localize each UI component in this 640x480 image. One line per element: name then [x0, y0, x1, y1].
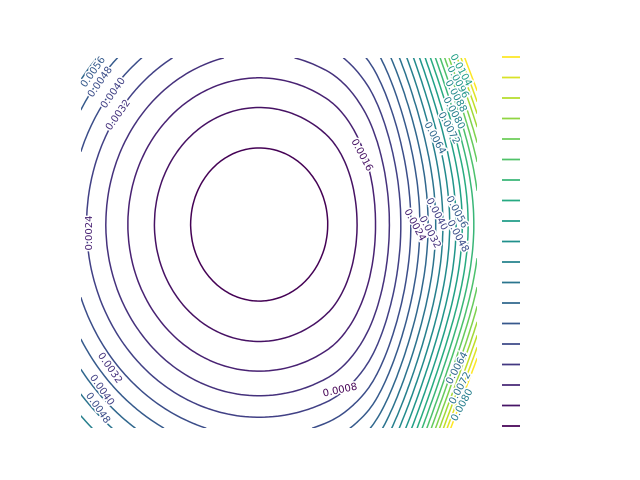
- contour-line: [398, 58, 451, 428]
- contour-line: [438, 58, 477, 428]
- contour-line: [405, 58, 457, 428]
- contour-line: [426, 58, 477, 428]
- contour-line: [430, 58, 477, 428]
- contour-line: [85, 58, 402, 418]
- contour-line: [105, 58, 391, 397]
- contour-line: [81, 58, 429, 428]
- contour-line: [153, 106, 358, 343]
- contour-line: [450, 58, 477, 428]
- contour-line: [81, 58, 444, 428]
- contour-line: [442, 58, 477, 428]
- contour-line: [81, 58, 421, 428]
- contour-line: [127, 77, 377, 372]
- contour-label: 0.0024: [84, 216, 95, 251]
- legend: [502, 56, 520, 427]
- contour-lines: [81, 58, 477, 428]
- contour-line: [421, 58, 475, 428]
- contour-line: [189, 147, 329, 302]
- contour-line: [81, 58, 412, 428]
- contour-line: [446, 58, 477, 428]
- contour-line: [416, 58, 469, 428]
- contour-line: [410, 58, 464, 428]
- contour-line: [81, 58, 437, 428]
- contour-line: [434, 58, 477, 428]
